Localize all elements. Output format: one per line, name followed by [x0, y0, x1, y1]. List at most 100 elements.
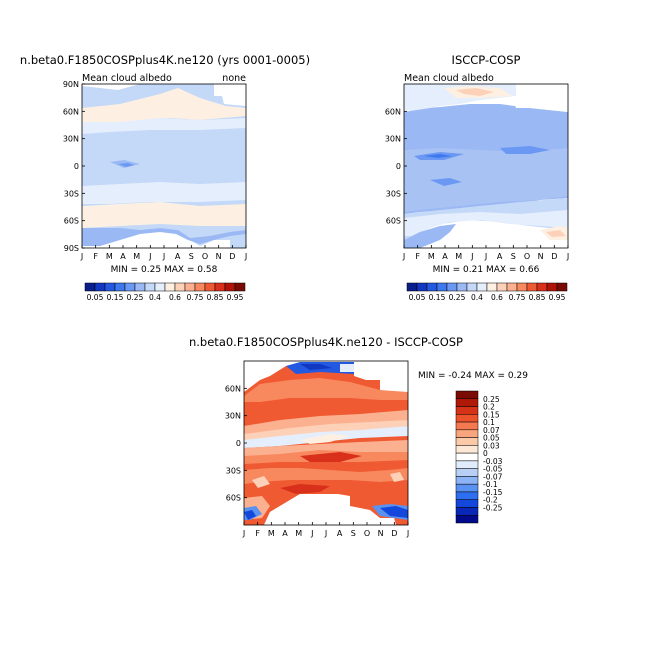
diff-colorbar-swatch — [455, 460, 479, 469]
panel-model-y-tick-label: 60N — [63, 107, 79, 116]
obs-colorbar-swatch — [526, 282, 538, 292]
panel-model-colorbar: 0.05 0.15 0.25 0.4 0.6 0.75 0.85 0.95 — [84, 282, 246, 302]
panel-obs-x-tick-label: M — [455, 252, 462, 261]
obs-colorbar-swatch — [436, 282, 448, 292]
panel-model-x-tick-label: O — [202, 252, 208, 261]
diff-colorbar-swatch — [455, 390, 479, 400]
panel-model-y-tick-label: 90N — [63, 80, 79, 89]
panel-obs-y-tick-label: 30N — [385, 135, 401, 144]
diff-colorbar-swatch — [455, 499, 479, 508]
panel-diff-x-tick-label: D — [391, 529, 397, 538]
model-colorbar-swatch — [234, 282, 246, 292]
panel-obs-x-tick-label: A — [497, 252, 503, 261]
obs-colorbar-swatch — [476, 282, 488, 292]
diff-colorbar-label: 0.2 — [483, 403, 495, 412]
diff-colorbar-swatch — [455, 514, 479, 524]
panel-model-left-label: Mean cloud albedo — [82, 73, 172, 84]
panel-diff-x-tick-label: J — [310, 529, 313, 538]
diff-colorbar-label: -0.03 — [483, 457, 503, 466]
diff-colorbar-swatch — [455, 429, 479, 438]
diff-colorbar-swatch — [455, 491, 479, 500]
diff-colorbar-label: -0.2 — [483, 496, 498, 505]
diff-colorbar-swatch — [455, 452, 479, 462]
panel-obs-x-tick-label: M — [428, 252, 435, 261]
panel-obs-stats: MIN = 0.21 MAX = 0.66 — [433, 265, 540, 275]
model-colorbar-label: 0.75 — [187, 293, 204, 302]
obs-colorbar-swatch — [446, 282, 458, 292]
diff-colorbar-label: 0.25 — [483, 395, 500, 404]
panel-diff-x-tick-label: N — [378, 529, 384, 538]
panel-model-x-tick-label: J — [148, 252, 151, 261]
panel-diff-x-tick-label: F — [255, 529, 260, 538]
model-colorbar-swatch — [104, 282, 116, 292]
obs-colorbar-swatch — [416, 282, 428, 292]
diff-colorbar-swatch — [455, 483, 479, 493]
panel-diff-y-tick-label: 60S — [226, 494, 241, 503]
panel-diff-x-tick-label: A — [337, 529, 343, 538]
obs-colorbar-label: 0.05 — [409, 293, 426, 302]
panel-model-x-tick-label: M — [106, 252, 113, 261]
model-colorbar-label: 0.15 — [107, 293, 124, 302]
obs-colorbar-swatch — [426, 282, 438, 292]
panel-model-x-tick-label: F — [93, 252, 98, 261]
panel-obs-colorbar: 0.05 0.15 0.25 0.4 0.6 0.75 0.85 0.95 — [406, 282, 568, 302]
model-colorbar-swatch — [174, 282, 186, 292]
obs-colorbar-label: 0.95 — [549, 293, 566, 302]
panel-diff-x-tick-label: A — [282, 529, 288, 538]
panel-obs: ISCCP-COSP Mean cloud albedo — [385, 53, 569, 302]
panel-obs-x-tick-label: A — [442, 252, 448, 261]
model-colorbar-swatch — [164, 282, 176, 292]
diff-colorbar-label: 0.07 — [483, 426, 500, 435]
obs-colorbar-label: 0.75 — [509, 293, 526, 302]
panel-diff-x-tick-label: M — [268, 529, 275, 538]
diff-colorbar-label: -0.15 — [483, 488, 503, 497]
panel-model-x-tick-label: J — [162, 252, 165, 261]
obs-colorbar-label: 0.15 — [429, 293, 446, 302]
panel-obs-x-tick-label: J — [484, 252, 487, 261]
model-colorbar-label: 0.05 — [87, 293, 104, 302]
diff-colorbar-label: 0.05 — [483, 434, 500, 443]
panel-obs-y-tick-label: 60N — [385, 107, 401, 116]
diff-colorbar-label: -0.25 — [483, 503, 503, 512]
diff-colorbar-label: 0.03 — [483, 441, 500, 450]
obs-colorbar-swatch — [466, 282, 478, 292]
panel-obs-left-label: Mean cloud albedo — [404, 73, 494, 84]
panel-diff-x-tick-label: J — [242, 529, 245, 538]
panel-obs-y-tick-label: 0 — [396, 162, 401, 171]
obs-colorbar-swatch — [546, 282, 558, 292]
panel-diff-y-tick-label: 30S — [226, 466, 241, 475]
panel-model-y-tick-label: 90S — [64, 244, 79, 253]
model-colorbar-swatch — [184, 282, 196, 292]
panel-model-x-tick-label: N — [216, 252, 222, 261]
diff-colorbar-swatch — [455, 398, 479, 407]
panel-model-stats: MIN = 0.25 MAX = 0.58 — [111, 265, 218, 275]
model-colorbar-swatch — [94, 282, 106, 292]
obs-colorbar-label: 0.6 — [491, 293, 503, 302]
diff-colorbar-label: -0.1 — [483, 480, 498, 489]
model-colorbar-swatch — [84, 282, 96, 292]
diff-colorbar-label: -0.05 — [483, 465, 503, 474]
model-colorbar-label: 0.25 — [127, 293, 144, 302]
obs-colorbar-label: 0.85 — [529, 293, 546, 302]
panel-diff-y-tick-label: 60N — [225, 384, 241, 393]
diff-colorbar-label: 0.1 — [483, 418, 495, 427]
panel-diff: n.beta0.F1850COSPplus4K.ne120 - ISCCP-CO… — [189, 335, 528, 538]
diff-colorbar-swatch — [455, 421, 479, 431]
panel-obs-x-tick-label: N — [538, 252, 544, 261]
panel-diff-x-tick-label: J — [406, 529, 409, 538]
diff-colorbar-swatch — [455, 468, 479, 477]
panel-obs-y-tick-label: 30S — [386, 189, 401, 198]
model-colorbar-swatch — [114, 282, 126, 292]
obs-colorbar-swatch — [456, 282, 468, 292]
panel-model-x-tick-label: J — [80, 252, 83, 261]
model-colorbar-swatch — [224, 282, 236, 292]
panel-model-title: n.beta0.F1850COSPplus4K.ne120 (yrs 0001-… — [20, 53, 310, 67]
model-colorbar-swatch — [214, 282, 226, 292]
panel-model-y-tick-label: 60S — [64, 217, 79, 226]
panel-diff-x-tick-label: M — [295, 529, 302, 538]
panel-obs-y-tick-label: 60S — [386, 217, 401, 226]
panel-model-y-tick-label: 30N — [63, 135, 79, 144]
diff-colorbar-label: -0.07 — [483, 472, 503, 481]
obs-colorbar-swatch — [486, 282, 498, 292]
model-colorbar-swatch — [194, 282, 206, 292]
